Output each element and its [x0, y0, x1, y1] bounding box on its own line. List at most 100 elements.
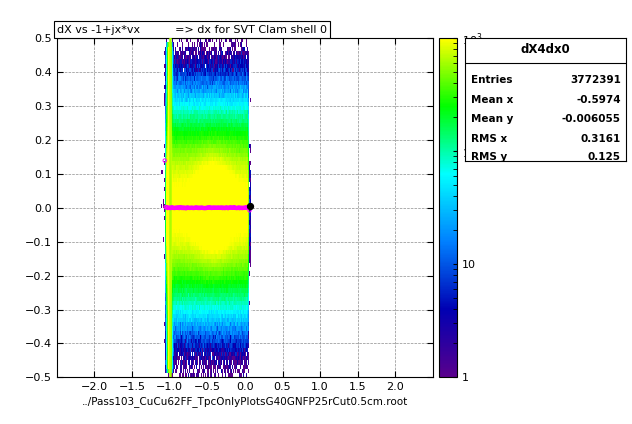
- Point: [220, 205, 230, 212]
- Point: [164, 204, 174, 211]
- Point: [239, 204, 249, 211]
- Text: dX vs -1+jx*vx          => dx for SVT Clam shell 0: dX vs -1+jx*vx => dx for SVT Clam shell …: [57, 25, 327, 35]
- Point: [217, 205, 228, 212]
- Point: [190, 204, 200, 211]
- Text: 0.125: 0.125: [588, 153, 621, 162]
- Point: [204, 204, 214, 211]
- Point: [216, 204, 226, 211]
- Point: [194, 204, 204, 211]
- Point: [186, 204, 197, 211]
- Text: RMS x: RMS x: [471, 134, 507, 144]
- Point: [224, 204, 234, 211]
- Point: [192, 204, 202, 211]
- Point: [213, 204, 223, 211]
- Point: [190, 204, 200, 211]
- Point: [226, 204, 236, 211]
- Point: [186, 204, 196, 211]
- Point: [240, 204, 250, 211]
- Point: [183, 204, 193, 211]
- Point: [198, 204, 208, 211]
- Point: [203, 204, 213, 211]
- Text: -0.006055: -0.006055: [562, 114, 621, 124]
- Point: [202, 204, 212, 211]
- Point: [222, 204, 232, 211]
- Point: [182, 204, 192, 211]
- Point: [205, 204, 215, 211]
- Point: [161, 204, 171, 211]
- Point: [188, 204, 198, 211]
- Point: [207, 205, 217, 212]
- Point: [167, 204, 177, 211]
- Point: [211, 204, 221, 211]
- Point: [162, 204, 172, 210]
- Text: 3772391: 3772391: [570, 75, 621, 85]
- Point: [173, 204, 183, 211]
- Point: [229, 204, 240, 211]
- Point: [243, 204, 253, 211]
- Point: [196, 204, 206, 211]
- Point: [242, 204, 252, 211]
- Text: RMS y: RMS y: [471, 153, 507, 162]
- Point: [207, 204, 217, 211]
- Point: [193, 205, 203, 212]
- Point: [176, 204, 186, 211]
- Point: [167, 204, 178, 211]
- Point: [165, 205, 175, 212]
- X-axis label: ../Pass103_CuCu62FF_TpcOnlyPlotsG40GNFP25rCut0.5cm.root: ../Pass103_CuCu62FF_TpcOnlyPlotsG40GNFP2…: [82, 396, 408, 407]
- Text: -0.5974: -0.5974: [576, 95, 621, 105]
- Point: [179, 204, 190, 211]
- Point: [243, 204, 253, 211]
- Point: [191, 204, 202, 211]
- Point: [219, 205, 229, 212]
- Point: [209, 204, 219, 211]
- Point: [199, 205, 209, 212]
- Point: [237, 205, 247, 212]
- Point: [166, 204, 176, 211]
- Point: [179, 205, 189, 212]
- Point: [234, 204, 244, 211]
- Point: [201, 205, 211, 212]
- Point: [171, 204, 181, 211]
- Point: [160, 157, 170, 164]
- Point: [162, 205, 173, 212]
- Point: [198, 204, 209, 211]
- Point: [181, 205, 191, 212]
- Point: [184, 204, 194, 211]
- Point: [177, 205, 187, 212]
- Point: [233, 204, 243, 211]
- Point: [226, 204, 236, 211]
- Point: [185, 204, 195, 211]
- Point: [214, 204, 224, 211]
- Text: Mean x: Mean x: [471, 95, 513, 105]
- Point: [231, 205, 241, 212]
- Point: [215, 204, 225, 211]
- Point: [232, 205, 242, 212]
- Point: [228, 204, 238, 211]
- Point: [217, 204, 227, 211]
- Text: Mean y: Mean y: [471, 114, 513, 124]
- Point: [224, 204, 234, 211]
- Point: [209, 204, 219, 211]
- Point: [245, 207, 255, 214]
- Point: [163, 204, 173, 211]
- Point: [234, 205, 245, 212]
- Point: [230, 204, 240, 211]
- Text: dX4dx0: dX4dx0: [520, 43, 570, 56]
- Point: [169, 204, 179, 211]
- Point: [238, 204, 248, 211]
- Point: [218, 204, 228, 211]
- Point: [245, 203, 255, 210]
- Point: [223, 205, 233, 212]
- Point: [195, 205, 205, 212]
- Point: [178, 204, 188, 211]
- Point: [169, 205, 179, 212]
- Point: [171, 204, 181, 211]
- Point: [228, 204, 238, 211]
- Point: [175, 204, 185, 211]
- Point: [245, 203, 255, 210]
- Point: [200, 205, 210, 212]
- Point: [173, 204, 183, 211]
- Point: [221, 204, 231, 211]
- Point: [205, 204, 216, 211]
- Point: [236, 204, 246, 211]
